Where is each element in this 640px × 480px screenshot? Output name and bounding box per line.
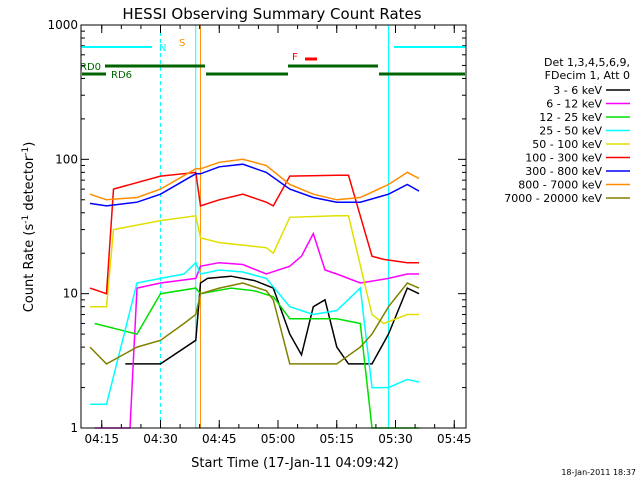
series-line-7: [89, 158, 420, 201]
x-tick-label: 05:45: [437, 432, 472, 446]
x-tick-label: 04:15: [84, 432, 119, 446]
y-axis-label-main: Count Rate (s: [22, 224, 37, 313]
y-axis-label-mid: detector: [22, 155, 37, 215]
legend-label: 6 - 12 keV: [546, 98, 602, 111]
annotation-layer: N S F RD0 RD6: [80, 38, 465, 81]
chart-title: HESSI Observing Summary Count Rates: [122, 5, 421, 23]
series-line-6: [89, 163, 420, 207]
legend-label: 50 - 100 keV: [532, 138, 602, 151]
legend: Det 1,3,4,5,6,9, FDecim 1, Att 0 3 - 6 k…: [504, 56, 630, 205]
series-line-3: [90, 261, 420, 406]
x-axis-label: Start Time (17-Jan-11 04:09:42): [191, 456, 399, 471]
x-tick-label: 04:45: [202, 432, 237, 446]
plot-area: [89, 25, 467, 429]
y-axis-label-sup2: -1: [21, 147, 31, 156]
legend-header-1: Det 1,3,4,5,6,9,: [544, 56, 630, 69]
legend-label: 25 - 50 keV: [539, 125, 602, 138]
x-tick-label: 05:15: [319, 432, 354, 446]
series-line-1: [94, 231, 419, 429]
y-axis-label: Count Rate (s-1 detector-1): [21, 142, 37, 313]
legend-label: 100 - 300 keV: [525, 152, 602, 165]
x-tick-label: 05:00: [261, 432, 296, 446]
y-tick-label: 1000: [47, 18, 78, 32]
legend-label: 300 - 800 keV: [525, 165, 602, 178]
timestamp: 18-Jan-2011 18:37: [561, 468, 636, 477]
series-line-4: [90, 214, 419, 325]
y-axis: 1 10 100 1000: [47, 18, 466, 435]
y-axis-label-sup1: -1: [21, 215, 31, 224]
y-tick-label: 10: [63, 287, 78, 301]
f-label: F: [292, 52, 298, 63]
series-line-5: [89, 171, 419, 295]
series-line-0: [125, 275, 420, 365]
y-tick-label: 1: [70, 421, 78, 435]
s-label: S: [179, 38, 185, 49]
rd0-label: RD0: [80, 62, 101, 73]
plot-frame: [80, 24, 467, 429]
series-line-8: [89, 282, 420, 365]
x-tick-label: 05:30: [378, 432, 413, 446]
legend-header-2: FDecim 1, Att 0: [545, 69, 630, 82]
legend-label: 3 - 6 keV: [553, 84, 602, 97]
legend-label: 800 - 7000 keV: [518, 179, 602, 192]
x-tick-label: 04:30: [143, 432, 178, 446]
legend-label: 12 - 25 keV: [539, 111, 602, 124]
y-tick-label: 100: [55, 152, 78, 166]
n-label: N: [159, 43, 166, 54]
rd6-label: RD6: [111, 70, 132, 81]
y-axis-label-end: ): [22, 142, 37, 147]
x-axis: 04:15 04:30 04:45 05:00 05:15 05:30 05:45: [84, 25, 472, 446]
legend-label: 7000 - 20000 keV: [504, 192, 602, 205]
